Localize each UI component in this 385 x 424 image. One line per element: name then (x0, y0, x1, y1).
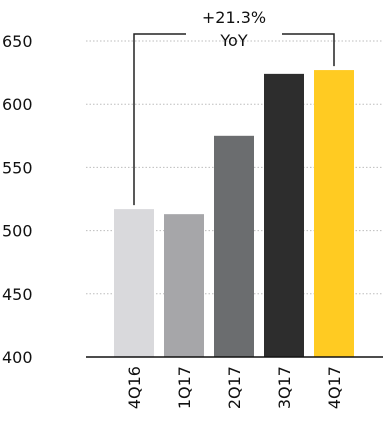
y-axis-ticks: 400 450 500 550 600 650 (2, 32, 33, 367)
bar-3q17 (264, 73, 304, 357)
bar-4q16 (114, 209, 154, 357)
yoy-annotation-percent: +21.3% (202, 8, 266, 27)
y-tick-label: 650 (2, 32, 33, 51)
yoy-annotation: +21.3% YoY (133, 8, 335, 206)
y-tick-label: 500 (2, 222, 33, 241)
x-axis-labels: 4Q16 1Q17 2Q17 3Q17 4Q17 (125, 366, 344, 409)
yoy-annotation-label: YoY (219, 31, 247, 50)
x-tick-label: 3Q17 (275, 366, 294, 409)
y-tick-label: 550 (2, 158, 33, 177)
x-tick-label: 2Q17 (225, 366, 244, 409)
yoy-bracket-line (133, 33, 335, 206)
y-tick-label: 400 (2, 348, 33, 367)
y-tick-label: 450 (2, 285, 33, 304)
y-tick-label: 600 (2, 95, 33, 114)
x-tick-label: 4Q16 (125, 366, 144, 409)
bars (114, 70, 354, 358)
bar-1q17 (164, 214, 204, 357)
bar-2q17 (214, 135, 254, 357)
bar-4q17 (314, 70, 354, 358)
x-tick-label: 1Q17 (175, 366, 194, 409)
x-tick-label: 4Q17 (325, 366, 344, 409)
